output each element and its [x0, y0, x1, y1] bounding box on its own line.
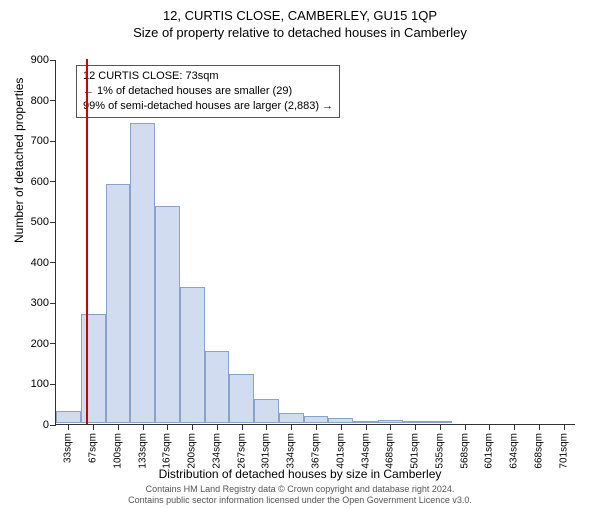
- x-tick-label: 701sqm: [558, 433, 569, 469]
- x-tick-label: 301sqm: [261, 433, 272, 469]
- x-tick: [489, 424, 490, 430]
- footer-credits: Contains HM Land Registry data © Crown c…: [0, 484, 600, 506]
- x-tick: [291, 424, 292, 430]
- x-tick-label: 200sqm: [187, 433, 198, 469]
- x-tick-label: 668sqm: [533, 433, 544, 469]
- x-tick-label: 234sqm: [211, 433, 222, 469]
- x-tick-label: 334sqm: [286, 433, 297, 469]
- histogram-bar: [106, 184, 131, 423]
- chart-area: 12 CURTIS CLOSE: 73sqm ← 1% of detached …: [55, 60, 575, 425]
- histogram-bar: [130, 123, 155, 423]
- x-tick: [366, 424, 367, 430]
- x-tick: [167, 424, 168, 430]
- y-tick-label: 400: [19, 257, 49, 269]
- y-tick: [50, 100, 56, 101]
- histogram-bar: [229, 374, 254, 423]
- y-tick-label: 600: [19, 176, 49, 188]
- x-tick: [539, 424, 540, 430]
- histogram-bar: [304, 416, 329, 423]
- x-tick-label: 434sqm: [360, 433, 371, 469]
- x-tick-label: 133sqm: [137, 433, 148, 469]
- chart-title-sub: Size of property relative to detached ho…: [0, 25, 600, 40]
- y-tick: [50, 262, 56, 263]
- y-tick-label: 200: [19, 338, 49, 350]
- x-axis-title: Distribution of detached houses by size …: [0, 467, 600, 481]
- x-tick: [440, 424, 441, 430]
- x-tick: [341, 424, 342, 430]
- x-tick: [68, 424, 69, 430]
- y-tick: [50, 425, 56, 426]
- histogram-bar: [205, 351, 230, 423]
- x-tick: [217, 424, 218, 430]
- histogram-bar: [180, 287, 205, 423]
- x-tick: [242, 424, 243, 430]
- x-tick: [93, 424, 94, 430]
- x-tick: [266, 424, 267, 430]
- x-tick-label: 501sqm: [410, 433, 421, 469]
- x-tick-label: 267sqm: [236, 433, 247, 469]
- x-tick: [316, 424, 317, 430]
- y-tick: [50, 181, 56, 182]
- histogram-bar: [56, 411, 81, 423]
- x-tick-label: 634sqm: [509, 433, 520, 469]
- x-tick: [514, 424, 515, 430]
- annotation-line-3: 99% of semi-detached houses are larger (…: [83, 99, 333, 114]
- y-tick: [50, 141, 56, 142]
- x-tick-label: 601sqm: [484, 433, 495, 469]
- property-marker-line: [86, 59, 88, 424]
- histogram-bar: [254, 399, 279, 423]
- x-tick-label: 33sqm: [63, 433, 74, 463]
- histogram-bar: [328, 418, 353, 423]
- histogram-bar: [81, 314, 106, 424]
- y-tick-label: 500: [19, 216, 49, 228]
- x-tick-label: 167sqm: [162, 433, 173, 469]
- x-tick: [415, 424, 416, 430]
- x-tick-label: 100sqm: [112, 433, 123, 469]
- annotation-box: 12 CURTIS CLOSE: 73sqm ← 1% of detached …: [76, 65, 340, 118]
- histogram-bar: [353, 421, 378, 423]
- x-tick: [118, 424, 119, 430]
- chart-title-main: 12, CURTIS CLOSE, CAMBERLEY, GU15 1QP: [0, 8, 600, 23]
- x-tick-label: 568sqm: [459, 433, 470, 469]
- y-tick-label: 800: [19, 95, 49, 107]
- y-tick: [50, 222, 56, 223]
- x-tick-label: 367sqm: [311, 433, 322, 469]
- histogram-bar: [155, 206, 180, 423]
- histogram-bar: [279, 413, 304, 423]
- y-tick: [50, 60, 56, 61]
- y-tick-label: 300: [19, 297, 49, 309]
- x-tick: [564, 424, 565, 430]
- annotation-line-2: ← 1% of detached houses are smaller (29): [83, 84, 333, 99]
- histogram-bar: [403, 421, 428, 423]
- histogram-bar: [378, 420, 403, 423]
- footer-line-1: Contains HM Land Registry data © Crown c…: [0, 484, 600, 495]
- x-tick-label: 401sqm: [335, 433, 346, 469]
- y-tick-label: 0: [19, 419, 49, 431]
- x-tick: [465, 424, 466, 430]
- x-tick: [192, 424, 193, 430]
- y-tick: [50, 384, 56, 385]
- x-tick-label: 468sqm: [385, 433, 396, 469]
- x-tick-label: 67sqm: [88, 433, 99, 463]
- plot-area: 12 CURTIS CLOSE: 73sqm ← 1% of detached …: [55, 60, 575, 425]
- y-tick-label: 100: [19, 378, 49, 390]
- y-tick-label: 700: [19, 135, 49, 147]
- histogram-bar: [427, 421, 452, 423]
- x-tick-label: 535sqm: [434, 433, 445, 469]
- x-tick: [143, 424, 144, 430]
- footer-line-2: Contains public sector information licen…: [0, 495, 600, 506]
- y-tick: [50, 343, 56, 344]
- y-tick: [50, 303, 56, 304]
- y-tick-label: 900: [19, 54, 49, 66]
- annotation-line-1: 12 CURTIS CLOSE: 73sqm: [83, 69, 333, 84]
- x-tick: [390, 424, 391, 430]
